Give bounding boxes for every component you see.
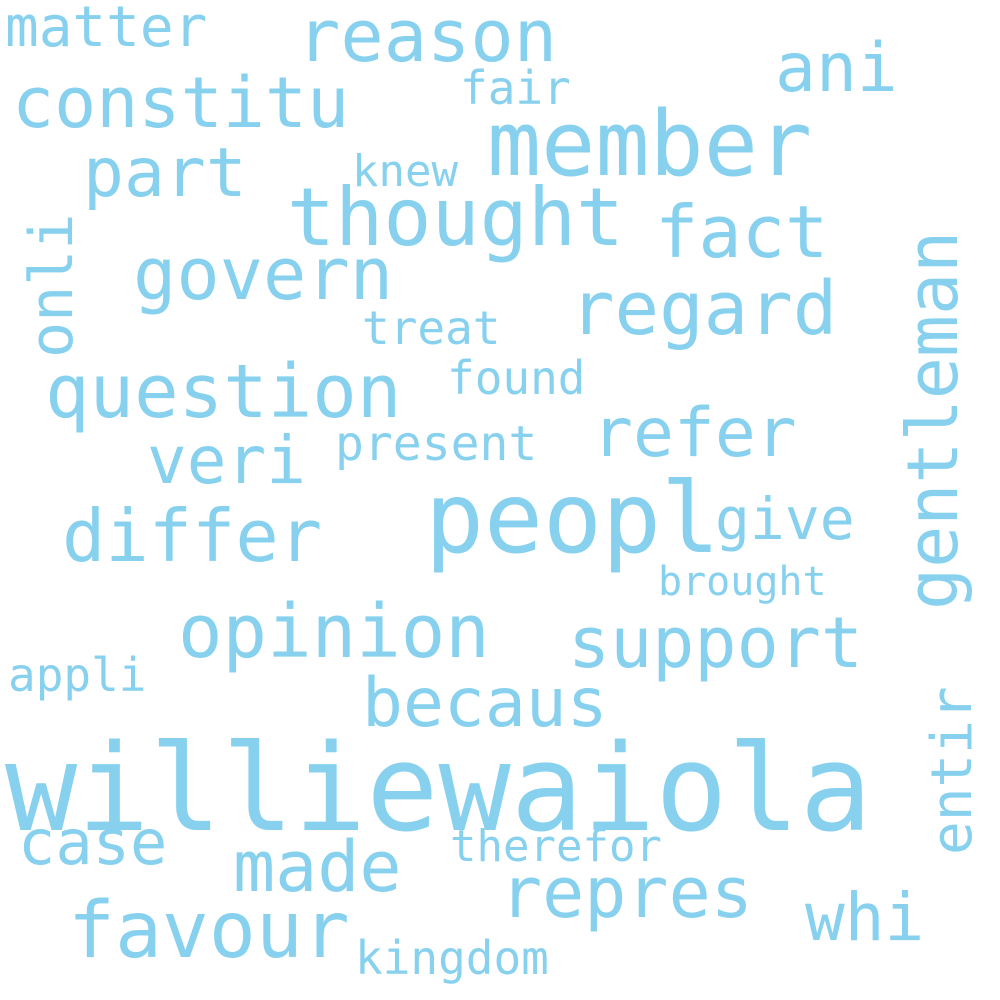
word-gentleman: gentleman [892, 230, 974, 610]
word-differ: differ [62, 494, 323, 578]
word-made: made [233, 826, 402, 908]
word-fair: fair [460, 61, 571, 115]
word-present: present [335, 416, 538, 472]
word-opinion: opinion [178, 589, 490, 675]
word-favour: favour [68, 886, 350, 976]
word-williewaiola: williewaiola [5, 720, 872, 859]
word-support: support [568, 602, 864, 684]
word-part: part [83, 134, 247, 213]
word-peopl: peopl [425, 462, 721, 576]
word-regard: regard [570, 266, 838, 352]
word-knew: knew [352, 146, 458, 197]
word-whi: whi [805, 879, 925, 956]
word-repres: repres [500, 852, 753, 934]
word-therefor: therefor [450, 821, 662, 872]
word-entir: entir [920, 686, 985, 855]
word-fact: fact [655, 190, 829, 274]
word-appli: appli [8, 648, 147, 702]
word-member: member [487, 92, 813, 197]
word-question: question [45, 349, 402, 435]
word-treat: treat [362, 301, 501, 355]
word-thought: thought [287, 171, 625, 264]
word-constitu: constitu [12, 62, 350, 144]
word-veri: veri [147, 422, 306, 499]
word-matter: matter [5, 0, 208, 60]
word-onli: onli [17, 213, 87, 359]
word-give: give [715, 485, 855, 553]
word-brought: brought [658, 559, 827, 605]
word-refer: refer [592, 394, 797, 473]
word-case: case [18, 806, 168, 879]
word-becaus: becaus [362, 664, 608, 743]
word-found: found [447, 351, 586, 405]
word-kingdom: kingdom [355, 931, 549, 985]
word-reason: reason [297, 0, 558, 78]
word-govern: govern [133, 232, 394, 316]
word-ani: ani [775, 29, 898, 108]
